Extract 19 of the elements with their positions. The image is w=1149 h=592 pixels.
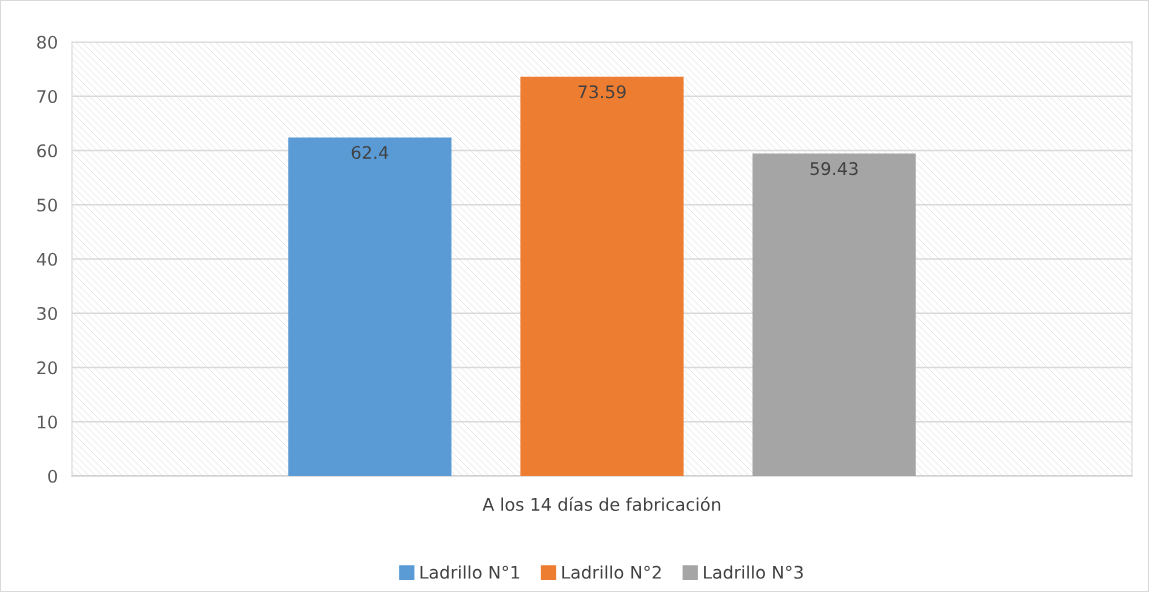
bar — [288, 137, 452, 476]
x-axis-title: A los 14 días de fabricación — [482, 496, 721, 511]
data-label: 59.43 — [810, 162, 858, 176]
y-tick-label: 40 — [36, 252, 57, 266]
y-tick-label: 80 — [37, 35, 57, 49]
y-tick-label: 20 — [37, 361, 57, 375]
y-tick-label: 70 — [37, 89, 57, 104]
data-label: 73.59 — [578, 85, 626, 99]
bar — [752, 153, 916, 476]
legend-label: Ladrillo N°2 — [562, 565, 661, 579]
y-tick-label: 50 — [37, 198, 57, 212]
y-tick-label: 60 — [37, 144, 57, 158]
y-tick-label: 10 — [37, 415, 57, 429]
legend-label: Ladrillo N°1 — [420, 565, 520, 579]
bar — [520, 76, 684, 476]
data-label: 62.4 — [351, 145, 389, 160]
legend-label: Ladrillo N°3 — [704, 565, 803, 579]
y-tick-label: 30 — [37, 306, 57, 321]
y-tick-label: 0 — [48, 469, 57, 483]
